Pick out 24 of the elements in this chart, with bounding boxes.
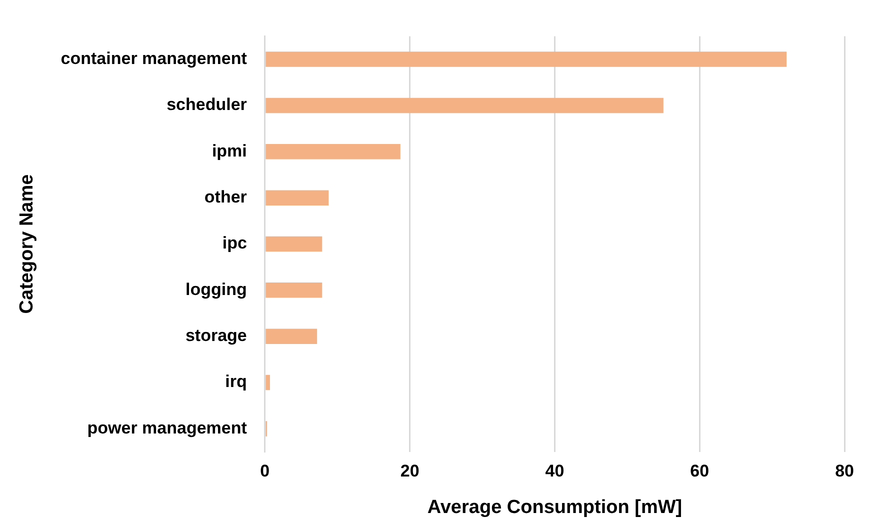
x-tick-label: 0 xyxy=(260,462,270,481)
x-tick-label: 20 xyxy=(400,462,420,481)
y-tick-label: container management xyxy=(60,48,248,68)
y-tick-label: scheduler xyxy=(166,95,248,114)
x-tick-label: 80 xyxy=(835,462,854,481)
bar xyxy=(266,190,329,206)
x-tick-label: 40 xyxy=(545,462,564,481)
bar xyxy=(266,282,322,298)
bar xyxy=(266,144,400,160)
bar xyxy=(266,98,664,114)
y-tick-label: storage xyxy=(185,326,247,346)
bar xyxy=(266,374,270,390)
bar xyxy=(266,52,787,67)
y-axis-title: Category Name xyxy=(16,174,38,314)
y-tick-label: ipc xyxy=(222,234,247,253)
x-axis-title: Average Consumption [mW] xyxy=(427,496,682,518)
y-tick-label: logging xyxy=(186,280,247,299)
y-tick-label: other xyxy=(204,188,248,207)
y-tick-label: power management xyxy=(87,418,248,438)
bar xyxy=(266,328,318,344)
y-tick-label: ipmi xyxy=(212,141,247,160)
y-tick-label: irq xyxy=(225,372,247,392)
bar xyxy=(266,236,322,252)
x-tick-label: 60 xyxy=(690,462,710,481)
